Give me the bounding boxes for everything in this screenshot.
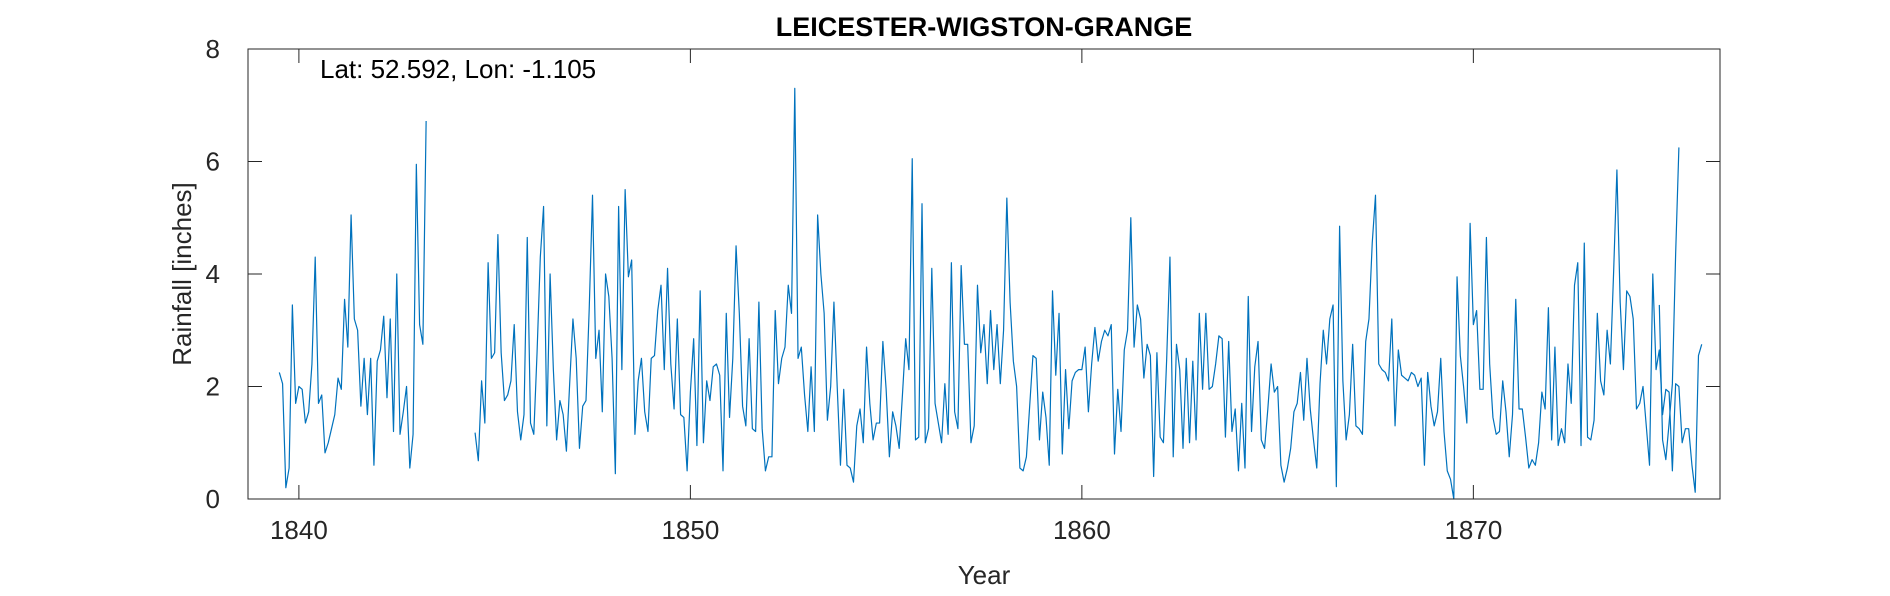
x-tick-label: 1840 xyxy=(270,515,328,545)
rainfall-series-line xyxy=(278,120,427,489)
y-tick-label: 4 xyxy=(206,259,220,289)
rainfall-series-line xyxy=(1658,147,1680,461)
tick-layer: 1840 1850 1860 1870 0 2 4 6 8 xyxy=(206,34,1720,545)
x-tick-label: 1850 xyxy=(661,515,719,545)
plot-area xyxy=(248,49,1720,499)
x-tick-label: 1860 xyxy=(1053,515,1111,545)
location-annotation: Lat: 52.592, Lon: -1.105 xyxy=(320,54,596,84)
y-tick-label: 0 xyxy=(206,484,220,514)
y-tick-label: 6 xyxy=(206,147,220,177)
x-axis-label: Year xyxy=(958,560,1011,590)
y-tick-label: 2 xyxy=(206,372,220,402)
y-axis-label: Rainfall [inches] xyxy=(167,182,197,366)
series-layer xyxy=(278,87,1703,500)
y-tick-label: 8 xyxy=(206,34,220,64)
x-tick-label: 1870 xyxy=(1444,515,1502,545)
rainfall-series-line xyxy=(474,87,1703,500)
chart-title: LEICESTER-WIGSTON-GRANGE xyxy=(776,12,1193,42)
